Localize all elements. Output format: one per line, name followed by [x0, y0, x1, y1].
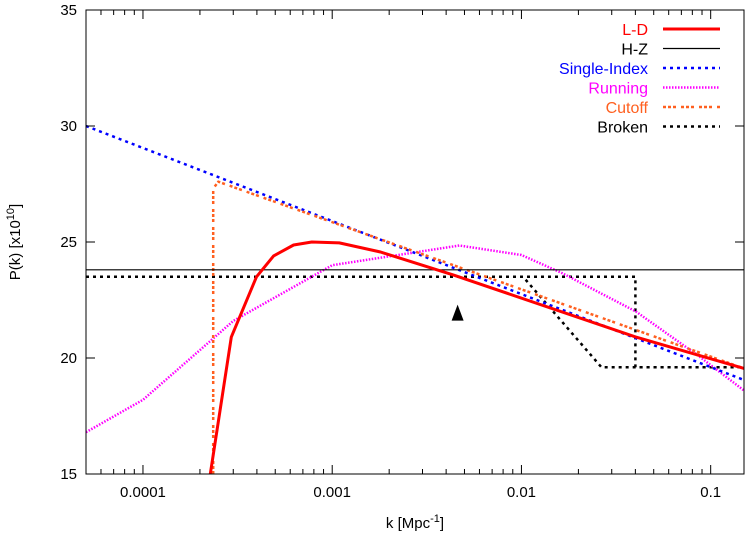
- series-line-broken: [86, 275, 744, 369]
- axis-ticks: 0.0001 0.001 0.01 0.1 15 20 25 30 35: [60, 2, 744, 501]
- legend: L-D H-Z Single-Index Running Cutoff Broken: [559, 22, 720, 137]
- plot-marks: [86, 124, 744, 474]
- y-tick-label: 35: [60, 2, 77, 19]
- series-line-broken-alt: [86, 275, 744, 369]
- series-line-l-d: [208, 240, 744, 474]
- x-tick-label: 0.001: [313, 484, 351, 501]
- y-tick-label: 25: [60, 234, 77, 251]
- y-tick-label: 20: [60, 350, 77, 367]
- legend-label: H-Z: [621, 42, 648, 59]
- legend-label: Running: [588, 81, 648, 98]
- legend-label: L-D: [622, 22, 648, 39]
- legend-label: Single-Index: [559, 61, 648, 78]
- x-tick-label: 0.01: [507, 484, 536, 501]
- y-tick-label: 30: [60, 118, 77, 135]
- legend-label: Broken: [597, 120, 648, 137]
- y-axis-title: P(k) [x1010]: [5, 204, 24, 280]
- series-line-single-index: [86, 124, 744, 382]
- arrow-marker: [451, 304, 464, 321]
- y-tick-label: 15: [60, 466, 77, 483]
- x-axis-title: k [Mpc-1]: [386, 513, 444, 532]
- series-line-running: [86, 244, 744, 434]
- x-tick-label: 0.1: [700, 484, 721, 501]
- x-tick-label: 0.0001: [120, 484, 166, 501]
- series-line-cutoff: [211, 180, 744, 474]
- legend-label: Cutoff: [606, 100, 649, 117]
